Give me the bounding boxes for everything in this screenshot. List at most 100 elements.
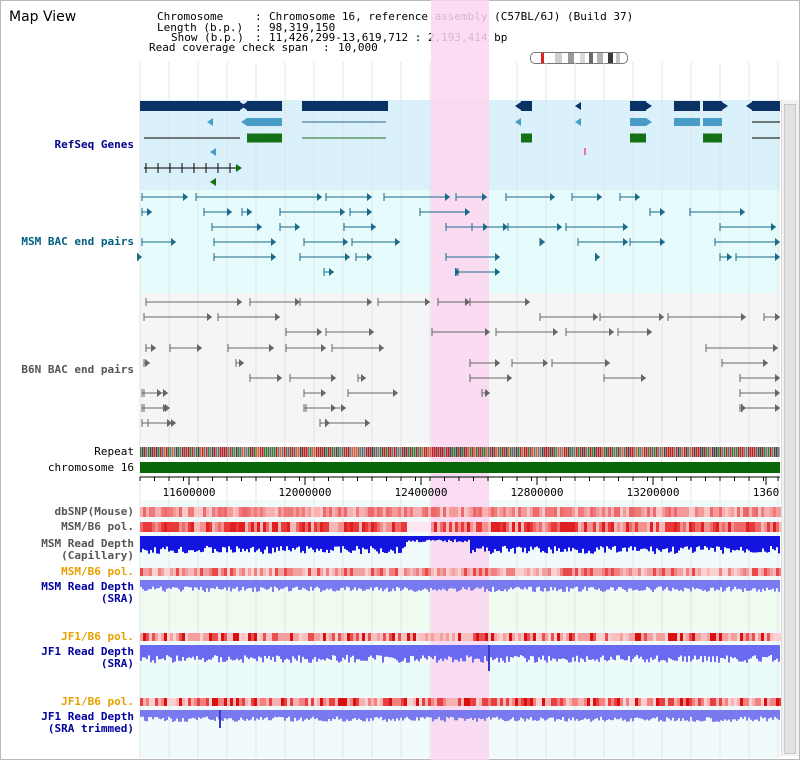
gene-arrow bbox=[236, 164, 242, 172]
heatmap-cell bbox=[452, 698, 455, 706]
read-depth-bar bbox=[470, 710, 472, 718]
heatmap-cell bbox=[599, 507, 602, 517]
heatmap-cell bbox=[191, 568, 194, 576]
repeat-mark bbox=[608, 447, 610, 457]
read-depth-bar bbox=[526, 580, 528, 590]
heatmap-cell bbox=[749, 633, 752, 641]
read-depth-bar bbox=[658, 580, 660, 587]
heatmap-cell bbox=[743, 507, 746, 517]
heatmap-cell bbox=[221, 507, 224, 517]
track-label-refseq[interactable]: RefSeq Genes bbox=[54, 138, 134, 151]
track-label-dbsnp[interactable]: dbSNP(Mouse) bbox=[54, 505, 134, 518]
read-depth-bar bbox=[544, 645, 546, 661]
track-label-jf1-depth[interactable]: JF1 Read Depth bbox=[41, 645, 134, 658]
heatmap-cell bbox=[512, 507, 515, 517]
repeat-mark bbox=[478, 447, 480, 457]
repeat-mark bbox=[398, 447, 400, 457]
heatmap-cell bbox=[521, 633, 524, 641]
read-depth-bar bbox=[286, 645, 288, 659]
track-label-msm-b6-pol[interactable]: MSM/B6 pol. bbox=[61, 520, 134, 533]
bac-pair-arrow bbox=[157, 389, 162, 397]
read-depth-bar bbox=[184, 536, 186, 554]
read-depth-bar bbox=[718, 710, 720, 722]
heatmap-cell bbox=[353, 522, 356, 532]
read-depth-bar bbox=[666, 645, 668, 663]
track-label-msm-bac[interactable]: MSM BAC end pairs bbox=[21, 235, 134, 248]
heatmap-cell bbox=[740, 698, 743, 706]
heatmap-cell bbox=[176, 568, 179, 576]
read-depth-bar bbox=[416, 580, 418, 592]
heatmap-cell bbox=[500, 522, 503, 532]
read-depth-bar bbox=[208, 710, 210, 719]
read-depth-bar bbox=[618, 710, 620, 720]
chromosome-ideogram[interactable] bbox=[530, 52, 628, 64]
heatmap-cell bbox=[146, 507, 149, 517]
heatmap-cell bbox=[734, 507, 737, 517]
repeat-mark bbox=[778, 447, 780, 457]
heatmap-cell bbox=[437, 568, 440, 576]
repeat-mark bbox=[186, 447, 188, 457]
heatmap-cell bbox=[614, 507, 617, 517]
track-label-b6n-bac[interactable]: B6N BAC end pairs bbox=[21, 363, 134, 376]
read-depth-bar bbox=[140, 536, 142, 553]
read-depth-bar bbox=[716, 536, 718, 547]
heatmap-cell bbox=[752, 522, 755, 532]
read-depth-bar bbox=[336, 580, 338, 591]
vertical-scrollbar[interactable] bbox=[781, 100, 799, 756]
read-depth-bar bbox=[178, 710, 180, 722]
read-depth-bar bbox=[568, 580, 570, 592]
read-depth-bar bbox=[676, 710, 678, 721]
heatmap-cell bbox=[641, 633, 644, 641]
heatmap-cell bbox=[224, 698, 227, 706]
read-depth-bar bbox=[182, 710, 184, 718]
read-depth-bar bbox=[454, 710, 456, 721]
heatmap-cell bbox=[335, 522, 338, 532]
read-depth-bar bbox=[664, 580, 666, 590]
scrollbar-thumb[interactable] bbox=[784, 104, 796, 754]
read-depth-bar bbox=[504, 580, 506, 590]
track-label-jf1-trimmed[interactable]: JF1 Read Depth bbox=[41, 710, 134, 723]
read-depth-bar bbox=[728, 536, 730, 549]
read-depth-bar bbox=[570, 710, 572, 721]
track-label-repeat[interactable]: Repeat bbox=[94, 445, 134, 458]
read-depth-bar bbox=[282, 536, 284, 551]
heatmap-cell bbox=[230, 507, 233, 517]
track-label-jf1-pol[interactable]: JF1/B6 pol. bbox=[61, 630, 134, 643]
read-depth-bar bbox=[186, 710, 188, 722]
read-depth-bar bbox=[392, 536, 394, 551]
heatmap-cell bbox=[482, 633, 485, 641]
track-label-jf1-pol-2[interactable]: JF1/B6 pol. bbox=[61, 695, 134, 708]
read-depth-bar bbox=[490, 536, 492, 554]
track-label-msm-depth-sra[interactable]: MSM Read Depth bbox=[41, 580, 134, 593]
read-depth-bar bbox=[532, 710, 534, 721]
track-label-chromosome[interactable]: chromosome 16 bbox=[47, 461, 134, 474]
bac-pair-arrow bbox=[317, 328, 322, 336]
heatmap-cell bbox=[584, 568, 587, 576]
heatmap-cell bbox=[611, 507, 614, 517]
repeat-mark bbox=[506, 447, 508, 457]
read-depth-bar bbox=[556, 580, 558, 592]
heatmap-cell bbox=[440, 633, 443, 641]
heatmap-cell bbox=[446, 568, 449, 576]
read-depth-bar bbox=[204, 580, 206, 592]
read-depth-bar bbox=[400, 645, 402, 663]
read-depth-bar bbox=[260, 536, 262, 552]
bac-pair-arrow bbox=[395, 238, 400, 246]
track-label-msm-b6-pol-2[interactable]: MSM/B6 pol. bbox=[61, 565, 134, 578]
track-label-msm-depth-capillary[interactable]: MSM Read Depth bbox=[41, 537, 134, 550]
repeat-mark bbox=[682, 447, 684, 457]
read-depth-bar bbox=[480, 645, 482, 662]
heatmap-cell bbox=[569, 507, 572, 517]
heatmap-cell bbox=[356, 633, 359, 641]
repeat-mark bbox=[498, 447, 500, 457]
read-depth-bar bbox=[604, 710, 606, 722]
read-depth-bar bbox=[146, 580, 148, 591]
read-depth-bar bbox=[432, 645, 434, 660]
read-depth-bar bbox=[204, 645, 206, 663]
read-depth-bar bbox=[432, 580, 434, 590]
read-depth-bar bbox=[470, 580, 472, 591]
heatmap-cell bbox=[149, 568, 152, 576]
heatmap-cell bbox=[605, 522, 608, 532]
read-depth-bar bbox=[698, 710, 700, 721]
